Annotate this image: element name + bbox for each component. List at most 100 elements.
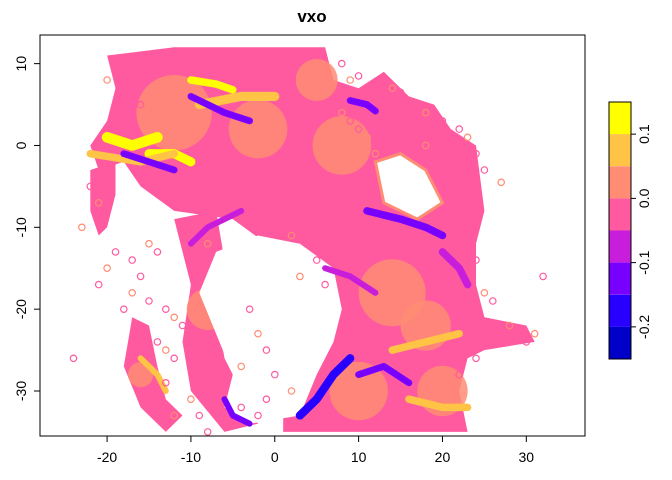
low-value-streak: [322, 265, 379, 296]
point-cell: [195, 248, 204, 256]
point-cell: [78, 223, 86, 232]
point-cell: [212, 231, 220, 240]
legend-frame: [608, 101, 632, 360]
point-cell: [472, 149, 480, 158]
legend-tick-label: 0.1: [636, 124, 652, 144]
point-cell: [103, 76, 111, 84]
point-cell: [296, 272, 304, 281]
point-cell: [187, 395, 195, 404]
point-cell: [530, 329, 539, 338]
point-cell: [203, 239, 212, 248]
point-cell: [178, 321, 187, 330]
chart-title: vxo: [297, 7, 326, 26]
point-cell: [363, 133, 371, 142]
point-cell: [103, 264, 111, 273]
x-tick-label: 0: [271, 449, 279, 465]
point-cell: [446, 174, 455, 183]
point-cell: [379, 76, 388, 84]
value-patch: [329, 361, 388, 421]
point-cell: [245, 305, 254, 314]
low-value-streak: [438, 248, 472, 289]
point-cell: [128, 288, 137, 297]
point-cell: [539, 272, 547, 281]
point-cell: [136, 272, 145, 281]
point-cell: [153, 338, 162, 346]
point-cell: [237, 215, 246, 223]
point-cell: [270, 370, 279, 379]
point-cell: [505, 321, 514, 330]
x-axis: -20 -10 0 10 20 30: [97, 436, 534, 465]
region-hole: [199, 235, 342, 424]
point-cell: [237, 403, 246, 412]
point-cell: [421, 108, 430, 117]
plot-frame: [39, 34, 586, 437]
point-cell: [405, 104, 413, 113]
y-tick-label: -10: [13, 217, 29, 237]
legend-tick-label: -0.2: [636, 315, 652, 339]
point-cell: [388, 84, 397, 93]
point-cell: [237, 362, 246, 371]
y-axis: 10 0 -10 -20 -30: [13, 56, 40, 401]
point-cell: [472, 256, 480, 264]
point-cell: [136, 100, 145, 109]
color-legend: 0.1 0.0 -0.1 -0.2: [608, 101, 652, 360]
legend-tick-label: 0.0: [636, 188, 652, 208]
point-cell: [287, 387, 296, 395]
point-cell: [480, 166, 489, 174]
point-cell: [86, 182, 95, 191]
legend-bin: [609, 262, 631, 295]
y-tick-label: -30: [13, 381, 29, 401]
point-cell: [94, 280, 103, 289]
high-value-streak: [405, 395, 472, 412]
legend-bin: [609, 294, 631, 327]
point-cell: [455, 370, 464, 379]
point-cell: [413, 125, 422, 133]
point-cell: [111, 248, 120, 256]
point-cell: [170, 354, 179, 363]
point-cell: [354, 72, 363, 80]
point-cell: [346, 76, 355, 84]
point-cell: [438, 117, 447, 125]
low-value-streak: [363, 207, 447, 240]
point-cell: [170, 411, 179, 420]
low-value-streak: [221, 396, 253, 427]
point-cell: [337, 59, 346, 68]
point-cell: [488, 321, 497, 330]
point-cell: [463, 133, 472, 142]
point-cell: [145, 297, 153, 305]
point-cell: [287, 231, 296, 240]
high-value-streak: [187, 76, 237, 94]
legend-bin: [609, 230, 631, 263]
point-cell: [480, 288, 489, 297]
point-cell: [388, 141, 397, 150]
point-cell: [162, 378, 170, 387]
low-value-streak: [295, 354, 355, 420]
point-cell: [430, 158, 438, 166]
low-value-streak: [187, 93, 253, 125]
low-value-streak: [346, 97, 379, 115]
y-tick-label: -20: [13, 299, 29, 319]
point-cell: [69, 354, 78, 363]
legend-bin: [609, 134, 631, 167]
point-cell: [254, 411, 262, 420]
low-value-streak: [355, 363, 413, 387]
legend-bin: [609, 166, 631, 199]
point-cell: [312, 256, 321, 264]
point-cell: [170, 313, 179, 322]
high-value-streak: [194, 91, 280, 110]
point-cell: [203, 370, 212, 379]
legend-bin: [609, 102, 631, 135]
legend-tick-label: -0.1: [636, 250, 652, 274]
legend-bin: [609, 198, 631, 231]
x-tick-label: 20: [435, 449, 451, 465]
point-cell: [128, 256, 137, 264]
low-value-streak: [120, 150, 178, 174]
high-value-streak: [137, 355, 169, 394]
point-cell: [94, 199, 103, 207]
point-cell: [203, 428, 212, 436]
region-west-arm: [90, 161, 116, 236]
point-cell: [321, 280, 329, 289]
point-cell: [111, 59, 120, 68]
point-cell: [120, 305, 128, 314]
